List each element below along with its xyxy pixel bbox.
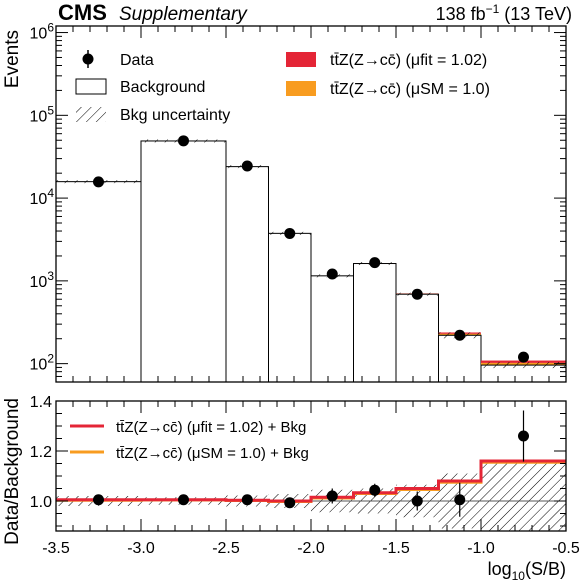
x-axis-label: log10(S/B) (488, 559, 566, 581)
main-legend: Data Background Bkg uncertainty tt̄Z(Z→c… (75, 50, 490, 124)
ratio-data-point (284, 497, 296, 509)
data-points (93, 135, 529, 363)
data-point (284, 227, 296, 239)
background-bar (480, 364, 566, 382)
y-tick-label-exponent: 2 (47, 352, 54, 366)
ratio-data-point (241, 494, 253, 506)
background-bar (225, 166, 269, 382)
ratio-data-point (326, 490, 338, 502)
x-axis-label-base: 10 (512, 569, 526, 581)
legend-sm-label: tt̄Z(Z→cc̄) (μSM = 1.0) (330, 81, 490, 98)
background-bar (56, 181, 142, 382)
ratio-legend-fit-entry: tt̄Z(Z→cc̄) (μfit = 1.02) + Bkg (70, 419, 306, 436)
y-tick-label-base: 10 (30, 26, 48, 43)
y-tick-label: 103 (30, 269, 55, 291)
ratio-data-point (93, 494, 104, 506)
legend-uncertainty-swatch (76, 107, 106, 122)
ratio-data-point (411, 495, 423, 507)
luminosity-energy: (13 TeV) (499, 4, 572, 24)
data-point (454, 329, 466, 341)
data-point (518, 351, 529, 363)
legend-background-swatch (75, 78, 107, 95)
ratio-data-point (178, 494, 189, 506)
ratio-legend: tt̄Z(Z→cc̄) (μfit = 1.02) + Bkg tt̄Z(Z→c… (70, 419, 309, 462)
legend-fit-entry: tt̄Z(Z→cc̄) (μfit = 1.02) (286, 52, 487, 69)
ratio-legend-fit-label: tt̄Z(Z→cc̄) (μfit = 1.02) + Bkg (116, 419, 306, 436)
y-tick-label-exponent: 6 (47, 21, 54, 35)
x-tick-label: -3.0 (127, 540, 155, 557)
x-tick-label: -1.0 (467, 540, 495, 557)
ratio-legend-sm-label: tt̄Z(Z→cc̄) (μSM = 1.0) + Bkg (116, 445, 309, 462)
y-tick-label-exponent: 4 (47, 186, 54, 200)
y-tick-label-exponent: 5 (47, 103, 54, 117)
ratio-data-point (454, 494, 466, 506)
legend-background-label: Background (120, 79, 205, 96)
y-tick-label-base: 10 (30, 108, 48, 125)
x-axis-label-log: log (488, 559, 512, 579)
x-tick-label: -2.5 (212, 540, 240, 557)
stacked-histogram (56, 139, 566, 382)
main-panel-x-ticks (55, 26, 567, 382)
y-tick-label: 104 (30, 186, 55, 208)
data-point (411, 288, 423, 300)
y-tick-label-exponent: 3 (47, 269, 54, 283)
y-tick-label: 105 (30, 103, 55, 125)
background-bar (140, 140, 227, 382)
background-bar (310, 275, 354, 382)
ratio-y-tick-label: 1.0 (30, 494, 52, 511)
experiment-label: CMS (58, 0, 107, 25)
x-tick-label: -1.5 (382, 540, 410, 557)
data-point (241, 160, 253, 172)
luminosity-exponent: −1 (486, 2, 500, 16)
y-tick-label-base: 10 (30, 274, 48, 291)
ratio-y-axis: 1.0 1.2 1.4 (30, 394, 566, 527)
data-point (369, 257, 381, 269)
background-uncertainty (481, 362, 566, 369)
legend-uncertainty-entry: Bkg uncertainty (76, 107, 230, 124)
ratio-data-points (93, 410, 529, 517)
x-tick-label: -3.5 (42, 540, 70, 557)
data-point (93, 176, 104, 188)
ratio-y-tick-label: 1.4 (30, 394, 52, 411)
legend-data-marker (82, 53, 94, 65)
legend-uncertainty-label: Bkg uncertainty (120, 107, 230, 124)
background-bar (395, 293, 439, 382)
y-tick-label: 106 (30, 21, 55, 43)
ratio-legend-sm-entry: tt̄Z(Z→cc̄) (μSM = 1.0) + Bkg (70, 445, 309, 462)
background-bar (353, 263, 397, 382)
legend-fit-label: tt̄Z(Z→cc̄) (μfit = 1.02) (330, 52, 487, 69)
ratio-x-axis: -3.5 -3.0 -2.5 -2.0 -1.5 -1.0 -0.5 (42, 401, 580, 557)
background-bar (438, 334, 482, 382)
ratio-y-tick-label: 1.2 (30, 444, 52, 461)
x-tick-label: -2.0 (297, 540, 325, 557)
y-tick-label: 102 (30, 352, 55, 374)
x-tick-label: -0.5 (552, 540, 580, 557)
background-bar (268, 232, 312, 382)
legend-background-entry: Background (75, 78, 205, 96)
data-point (178, 135, 189, 147)
x-axis-label-arg: (S/B) (525, 559, 566, 579)
luminosity-label: 138 fb−1 (13 TeV) (436, 2, 572, 24)
legend-sm-swatch (286, 81, 316, 96)
legend-data-label: Data (120, 52, 154, 69)
ratio-data-point (369, 484, 381, 496)
luminosity-value: 138 fb (436, 4, 486, 24)
legend-sm-entry: tt̄Z(Z→cc̄) (μSM = 1.0) (286, 81, 490, 98)
legend-data-entry: Data (82, 50, 154, 69)
y-tick-label-base: 10 (30, 357, 48, 374)
fit-ratio-line (56, 459, 566, 503)
events-axis-label: Events (2, 30, 23, 88)
y-tick-label-base: 10 (30, 191, 48, 208)
ratio-axis-label: Data/Background (2, 398, 23, 545)
supplementary-label: Supplementary (119, 4, 248, 25)
ratio-uncertainty-bin (481, 461, 566, 531)
data-point (326, 268, 338, 280)
ratio-data-point (518, 430, 529, 442)
legend-fit-swatch (286, 52, 316, 67)
